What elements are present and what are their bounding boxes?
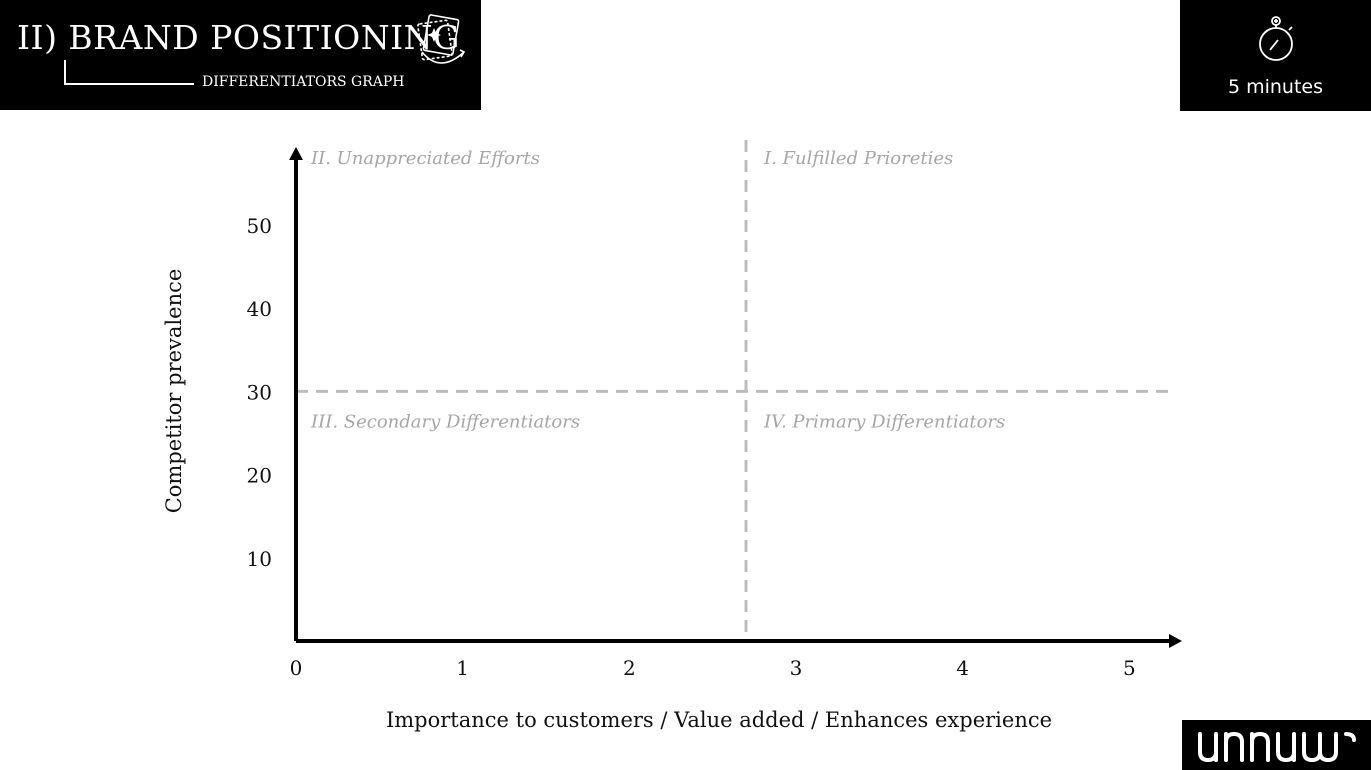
page-subtitle: DIFFERENTIATORS GRAPH: [202, 74, 405, 90]
stopwatch-icon: [1259, 16, 1293, 61]
x-tick-label: 1: [456, 656, 469, 680]
x-axis-title: Importance to customers / Value added / …: [386, 708, 1052, 732]
y-tick-label: 10: [247, 547, 272, 571]
x-tick-label: 0: [290, 656, 303, 680]
quadrant-label: IV. Primary Differentiators: [763, 411, 1005, 432]
y-tick-label: 40: [247, 297, 272, 321]
unnus-logo: [1198, 731, 1356, 763]
y-tick-label: 50: [247, 214, 272, 238]
brand-logo: [1182, 720, 1371, 770]
y-axis-title: Competitor prevalence: [162, 269, 186, 514]
timer-label: 5 minutes: [1227, 76, 1324, 98]
x-axis-arrow: [1169, 634, 1182, 648]
x-tick-label: 2: [623, 656, 636, 680]
quadrant-label: II. Unappreciated Efforts: [310, 148, 540, 169]
y-axis-arrow: [289, 147, 303, 160]
quadrant-label: I. Fulfilled Prioreties: [763, 148, 953, 169]
x-tick-label: 5: [1123, 656, 1136, 680]
quadrant-label: III. Secondary Differentiators: [310, 411, 580, 432]
timer-panel: 5 minutes: [1180, 0, 1371, 111]
title-bracket-decoration: [64, 60, 194, 85]
x-tick-label: 3: [790, 656, 803, 680]
title-banner: II) BRAND POSITIONING DIFFERENTIATORS GR…: [0, 0, 481, 110]
page-title: II) BRAND POSITIONING: [17, 18, 460, 57]
x-tick-label: 4: [956, 656, 969, 680]
y-tick-label: 30: [247, 380, 272, 404]
sparkle-cards-icon: [417, 14, 466, 64]
y-tick-label: 20: [247, 464, 272, 488]
